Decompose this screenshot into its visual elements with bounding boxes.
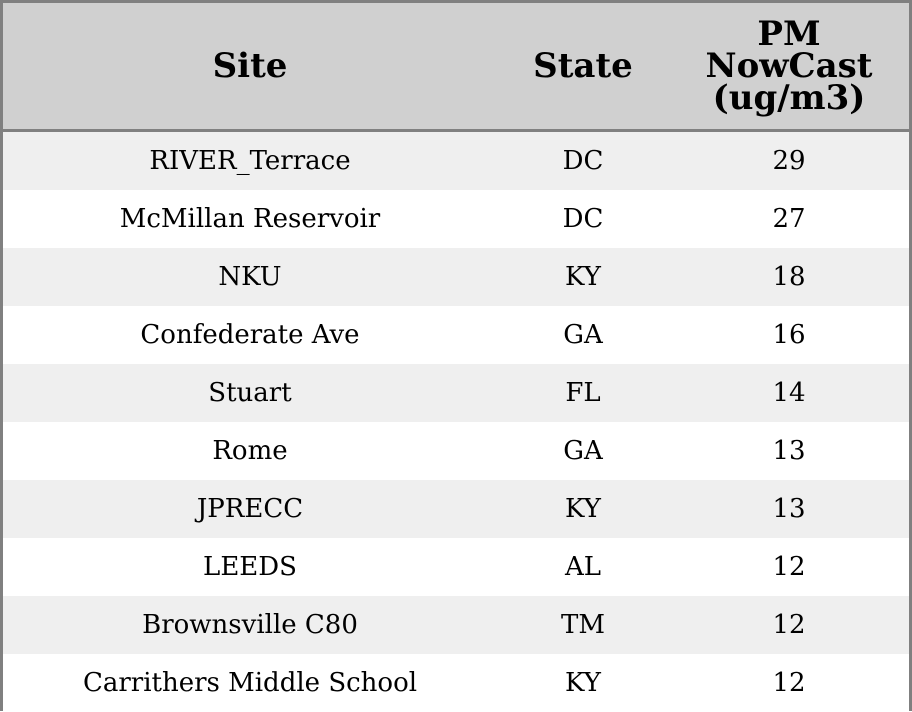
site-cell: Rome — [212, 436, 288, 466]
table-header: Site State PM NowCast (ug/m3) — [3, 3, 909, 132]
site-cell: Confederate Ave — [140, 320, 360, 350]
state-cell: GA — [563, 436, 603, 466]
column-header-pm-line1: PM — [757, 14, 821, 54]
state-cell: GA — [563, 320, 603, 350]
pm-value-cell: 12 — [772, 668, 806, 698]
column-header-site: Site — [212, 46, 288, 86]
pm-value-cell: 27 — [772, 204, 806, 234]
state-cell: KY — [565, 262, 601, 292]
pm-value-cell: 13 — [772, 494, 806, 524]
pm-value-cell: 29 — [772, 146, 806, 176]
column-header-pm-line3: (ug/m3) — [712, 78, 866, 118]
site-cell: NKU — [218, 262, 282, 292]
table-row: Stuart FL 14 — [3, 364, 909, 422]
table-row: NKU KY 18 — [3, 248, 909, 306]
table-body: RIVER_Terrace DC 29 McMillan Reservoir D… — [3, 132, 909, 712]
state-cell: FL — [565, 378, 601, 408]
table-row: Brownsville C80 TM 12 — [3, 596, 909, 654]
site-cell: Stuart — [208, 378, 292, 408]
site-cell: RIVER_Terrace — [149, 146, 351, 176]
table-row: Rome GA 13 — [3, 422, 909, 480]
site-cell: Brownsville C80 — [142, 610, 358, 640]
pm-value-cell: 18 — [772, 262, 806, 292]
state-cell: DC — [562, 146, 604, 176]
table-row: Carrithers Middle School KY 12 — [3, 654, 909, 712]
pm-value-cell: 12 — [772, 610, 806, 640]
site-cell: McMillan Reservoir — [119, 204, 381, 234]
site-cell: JPRECC — [196, 494, 304, 524]
table-row: JPRECC KY 13 — [3, 480, 909, 538]
table-row: Confederate Ave GA 16 — [3, 306, 909, 364]
column-header-state: State — [533, 46, 633, 86]
state-cell: KY — [565, 494, 601, 524]
column-header-pm-line2: NowCast — [705, 46, 873, 86]
state-cell: AL — [564, 552, 602, 582]
table-row: RIVER_Terrace DC 29 — [3, 132, 909, 190]
state-cell: DC — [562, 204, 604, 234]
table-row: McMillan Reservoir DC 27 — [3, 190, 909, 248]
state-cell: KY — [565, 668, 601, 698]
site-cell: LEEDS — [203, 552, 297, 582]
column-header-pm-nowcast: PM NowCast (ug/m3) — [669, 3, 909, 129]
pm-value-cell: 16 — [772, 320, 806, 350]
pm-value-cell: 14 — [772, 378, 806, 408]
pm-value-cell: 13 — [772, 436, 806, 466]
state-cell: TM — [561, 610, 605, 640]
pm-value-cell: 12 — [772, 552, 806, 582]
table-row: LEEDS AL 12 — [3, 538, 909, 596]
site-cell: Carrithers Middle School — [82, 668, 418, 698]
